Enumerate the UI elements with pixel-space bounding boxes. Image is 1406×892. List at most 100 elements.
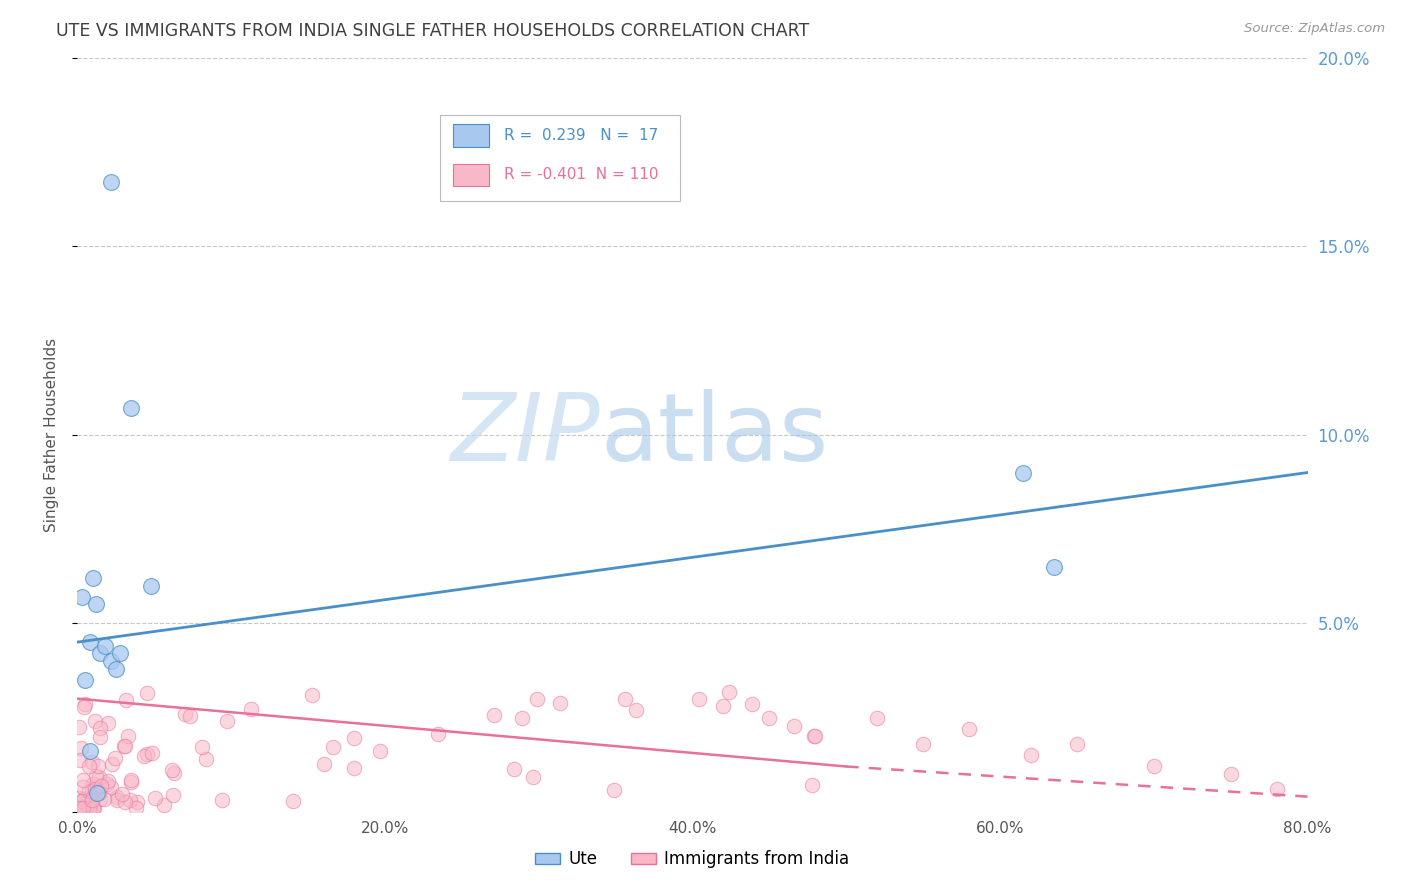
Point [217,714,239,729]
Point [1012,466,1035,480]
Point [1143,759,1166,773]
Point [72,801,94,815]
Point [69,801,91,815]
Point [100,654,122,668]
Point [141,746,163,760]
Point [741,697,763,711]
Point [804,730,827,744]
Point [89,721,111,735]
Point [281,794,304,808]
Point [548,696,571,710]
Text: UTE VS IMMIGRANTS FROM INDIA SINGLE FATHER HOUSEHOLDS CORRELATION CHART: UTE VS IMMIGRANTS FROM INDIA SINGLE FATH… [56,22,810,40]
Text: atlas: atlas [600,389,828,481]
Point [84,598,107,612]
Point [1066,737,1088,751]
Point [79,744,101,758]
Point [110,647,132,661]
Point [240,701,263,715]
Bar [453,163,489,186]
Point [67,790,90,805]
Point [114,795,136,809]
Point [83,801,105,815]
Point [93,791,115,805]
Point [718,685,741,699]
Point [613,692,636,706]
Point [136,747,159,761]
Point [67,801,90,815]
Point [105,793,128,807]
Point [73,697,96,711]
Point [94,639,117,653]
Point [87,785,110,799]
Point [160,763,183,777]
Point [174,706,197,721]
Text: ZIP: ZIP [450,389,600,481]
Point [72,780,94,795]
Point [77,759,100,773]
Point [73,673,96,687]
Point [912,737,935,751]
Point [125,795,148,809]
Point [135,686,157,700]
Point [758,710,780,724]
Point [1265,782,1288,797]
Point [603,782,626,797]
Point [120,775,142,789]
Point [79,635,101,649]
Point [79,796,101,810]
Point [82,793,104,807]
Point [79,796,101,810]
Point [803,729,825,743]
Point [70,590,93,604]
Point [100,175,122,189]
Point [114,739,136,753]
Point [153,798,176,813]
Point [77,792,100,806]
Point [125,801,148,815]
Point [82,801,104,815]
Point [141,579,163,593]
Point [783,719,806,733]
Point [143,791,166,805]
Point [84,782,107,797]
Legend: Ute, Immigrants from India: Ute, Immigrants from India [529,844,856,875]
Point [322,739,344,754]
Point [90,779,112,793]
Bar [453,124,489,147]
Point [80,755,103,769]
Point [800,778,823,792]
Point [104,751,127,765]
Point [343,761,366,775]
Point [96,776,118,790]
Point [67,720,90,734]
Point [100,756,122,771]
Point [711,699,734,714]
Point [89,647,111,661]
Point [87,770,110,784]
Point [77,801,100,815]
Point [1219,767,1241,781]
Text: R =  0.239   N =  17: R = 0.239 N = 17 [505,128,658,143]
Point [112,739,135,753]
Point [82,777,104,791]
Point [624,703,647,717]
Text: Source: ZipAtlas.com: Source: ZipAtlas.com [1244,22,1385,36]
Point [688,691,710,706]
Point [72,800,94,814]
Point [72,773,94,788]
Point [114,692,136,706]
Point [84,769,107,783]
Point [179,709,201,723]
Point [162,788,184,802]
Point [89,792,111,806]
Point [120,772,142,787]
Point [120,401,142,416]
Point [69,801,91,815]
Point [80,801,103,815]
Point [89,786,111,800]
Point [89,730,111,744]
Point [191,739,214,754]
Point [80,784,103,798]
Point [110,787,132,801]
Point [343,731,366,746]
